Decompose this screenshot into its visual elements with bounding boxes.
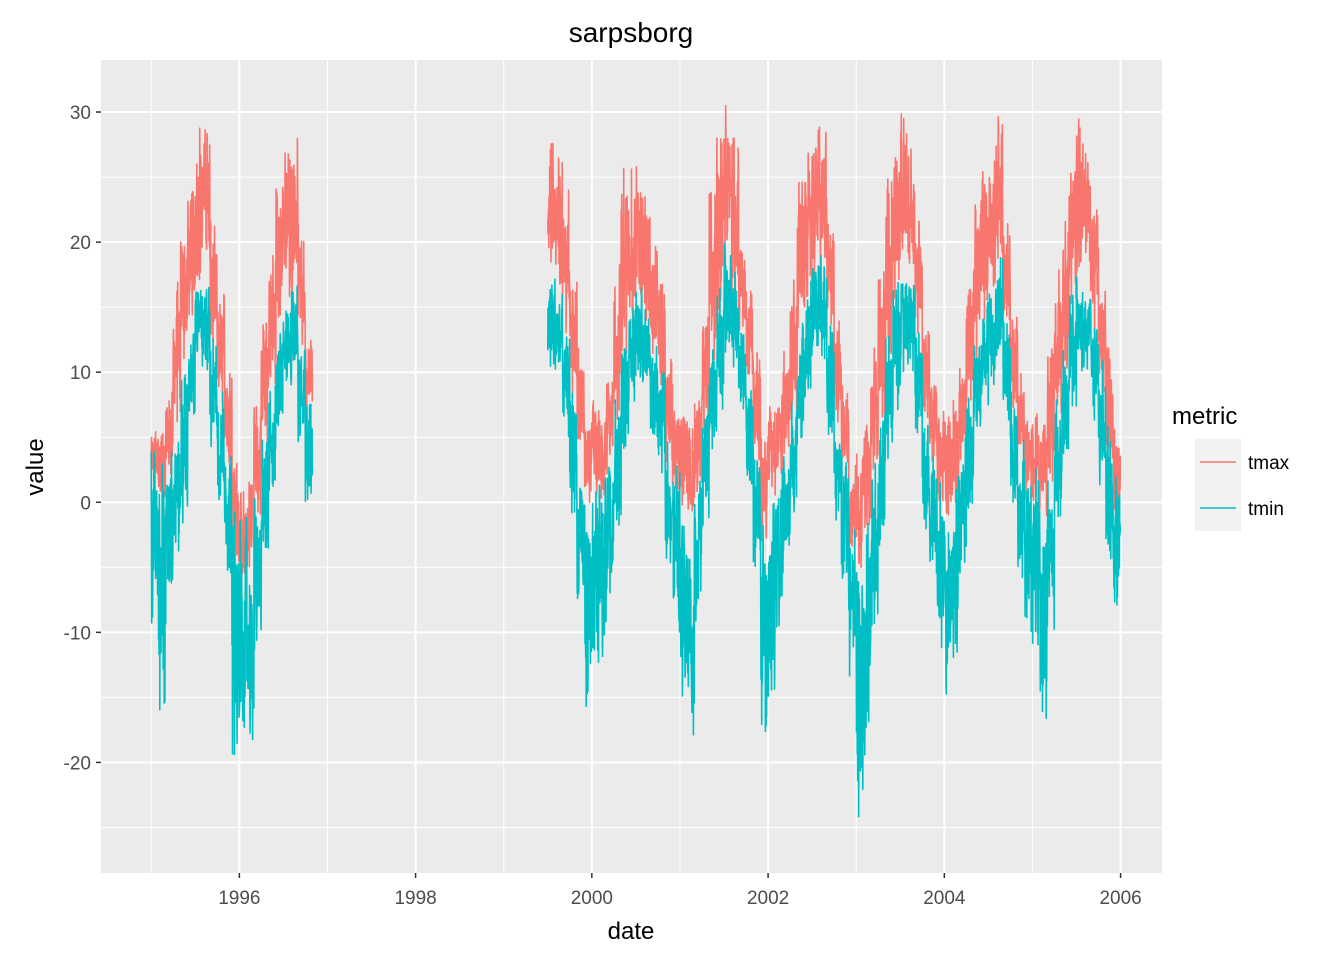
- series-line-tmin: [547, 242, 1122, 818]
- y-tick-label: 30: [70, 103, 91, 124]
- x-axis-title: date: [608, 918, 655, 945]
- series-layer: [150, 105, 1122, 818]
- series-line-tmax: [547, 105, 1122, 568]
- legend-entries: tmax tmin: [1195, 439, 1290, 531]
- y-tick-label: 10: [70, 363, 91, 384]
- x-tick-label: 2002: [747, 888, 789, 909]
- y-tick-label: -20: [64, 753, 91, 774]
- legend-label-tmin: tmin: [1248, 499, 1284, 520]
- series-tmin: [150, 242, 1122, 818]
- series-line-tmax: [150, 127, 314, 579]
- series-tmax: [150, 105, 1122, 579]
- x-axis: 1996 1998 2000 2002 2004 2006: [218, 873, 1142, 909]
- x-tick-label: 2004: [923, 888, 966, 909]
- legend-label-tmax: tmax: [1248, 453, 1290, 474]
- x-tick-label: 1998: [394, 888, 436, 909]
- legend: metric tmax tmin: [1172, 403, 1290, 531]
- series-line-tmin: [150, 285, 314, 756]
- y-axis: -20 -10 0 10 20 30: [64, 103, 101, 774]
- y-tick-label: -10: [64, 623, 91, 644]
- x-tick-label: 2000: [571, 888, 613, 909]
- legend-title: metric: [1172, 403, 1237, 430]
- x-tick-label: 2006: [1099, 888, 1141, 909]
- x-tick-label: 1996: [218, 888, 260, 909]
- y-tick-label: 20: [70, 233, 91, 254]
- chart-title: sarpsborg: [569, 17, 694, 48]
- y-tick-label: 0: [80, 493, 91, 514]
- y-axis-title: value: [22, 438, 49, 495]
